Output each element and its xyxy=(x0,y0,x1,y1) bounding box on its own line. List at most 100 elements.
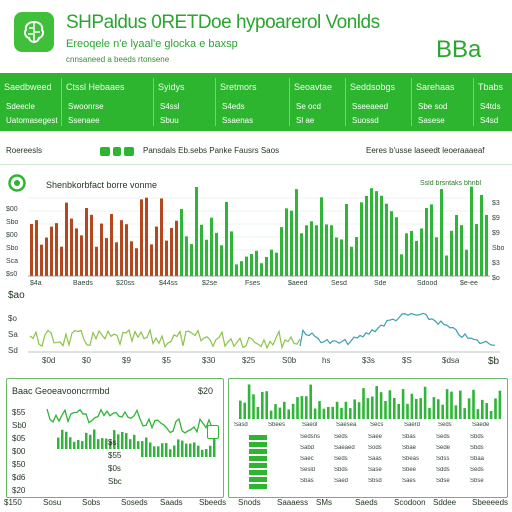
bar-mark xyxy=(432,397,436,419)
bar-mark xyxy=(428,408,431,419)
table-cell: Saed xyxy=(334,478,349,484)
main-left-marker: $ao xyxy=(8,290,25,301)
filter-chip-1[interactable] xyxy=(100,147,110,156)
axis-tick-label: Sca xyxy=(6,258,19,265)
axis-tick-label: $30 xyxy=(202,356,216,365)
bar-mark xyxy=(135,248,138,276)
bar-mark xyxy=(331,406,334,419)
bar-mark xyxy=(85,208,88,276)
band-separator xyxy=(411,78,412,126)
axis-tick-label: Sosu xyxy=(43,498,62,507)
panel-expand-icon[interactable] xyxy=(207,425,219,439)
bar-mark xyxy=(353,399,356,419)
filter-chip-2[interactable] xyxy=(113,147,121,156)
axis-tick-label: $55 xyxy=(12,408,26,417)
table-cell: Saas xyxy=(368,456,382,462)
bar-mark xyxy=(145,197,148,276)
table-cell: Sbds xyxy=(470,434,484,440)
bar-mark xyxy=(472,389,475,419)
filter-chip-3[interactable] xyxy=(124,147,134,156)
table-cell: Sedsns xyxy=(300,434,321,440)
bar-mark xyxy=(69,437,72,449)
bar-mark xyxy=(385,203,388,276)
bar-mark xyxy=(419,398,422,419)
axis-tick-label: $aeed xyxy=(288,280,308,287)
bar-mark xyxy=(120,220,123,276)
band-column-label: Saedbweed xyxy=(4,82,52,92)
bar-mark xyxy=(441,404,444,419)
bar-mark xyxy=(75,228,78,276)
bar-mark xyxy=(160,198,163,276)
table-cell: Sase xyxy=(368,467,382,473)
bar-mark xyxy=(380,195,383,276)
bar-mark xyxy=(260,263,263,276)
bar-mark xyxy=(425,207,428,276)
bar-mark xyxy=(155,226,158,276)
bar-mark xyxy=(247,384,251,419)
bar-mark xyxy=(371,396,374,419)
axis-tick-label: S0b xyxy=(282,356,297,365)
toolbar xyxy=(0,134,512,165)
bar-mark xyxy=(165,443,168,457)
main-chart-title: Shenbkorbfact borre vonme xyxy=(46,180,158,190)
line-chart xyxy=(28,312,500,353)
bar-mark xyxy=(140,199,143,276)
table-cell: Seds xyxy=(436,434,450,440)
bar-mark xyxy=(181,440,184,457)
bar-mark xyxy=(30,224,33,276)
bar-mark xyxy=(435,237,438,276)
bar-mark xyxy=(476,409,480,419)
bar-mark xyxy=(340,239,343,276)
bar-mark xyxy=(65,202,68,276)
toolbar-right-label: Eeres b'usse laseedt leoeraaaeaf xyxy=(366,146,485,155)
bar-mark xyxy=(285,208,288,276)
bar-mark xyxy=(357,402,361,419)
axis-tick-label: Fses xyxy=(245,280,261,287)
table-cell: Saee xyxy=(368,434,383,440)
app-header: SHPaldus 0RETDoe hypoarerol Vonlds Ereoq… xyxy=(0,0,512,72)
bar-mark xyxy=(467,398,471,419)
bar-mark xyxy=(61,429,64,449)
bar-mark xyxy=(157,446,160,457)
target-icon[interactable] xyxy=(8,174,26,197)
toolbar-filters[interactable]: Pansdals Eb.sebs Panke Fausrs Saos xyxy=(143,146,280,155)
bar-mark xyxy=(415,240,418,276)
table-header: Sasd xyxy=(234,422,248,428)
bar-mark xyxy=(205,449,208,457)
bar-mark xyxy=(280,227,283,276)
bar-mark xyxy=(55,223,58,276)
table-bar xyxy=(249,463,267,468)
bar-mark xyxy=(320,197,323,276)
axis-tick-label: Saeds xyxy=(355,498,378,507)
bar-mark xyxy=(133,434,136,449)
bar-mark xyxy=(445,389,449,419)
table-bar xyxy=(249,442,267,447)
bar-mark xyxy=(397,403,400,419)
bar-mark xyxy=(197,445,200,457)
table-cell: Saeaed xyxy=(334,445,355,451)
table-cell: Sbse xyxy=(470,478,484,484)
bar-mark xyxy=(239,400,242,419)
bar-mark xyxy=(165,240,168,276)
axis-tick-label: $00 xyxy=(12,447,26,456)
bar-mark xyxy=(366,398,370,419)
bar-mark xyxy=(362,388,365,419)
bar-mark xyxy=(489,410,493,419)
axis-tick-label: Sesd xyxy=(331,280,347,287)
brain-icon[interactable] xyxy=(14,12,54,52)
bar-mark xyxy=(393,397,396,419)
bar-mark xyxy=(213,438,216,457)
bar-mark xyxy=(177,439,180,457)
bar-mark xyxy=(205,239,208,276)
axis-tick-label: Baeds xyxy=(73,280,93,287)
table-cell: Sbds xyxy=(470,445,484,451)
band-column-value: Se ocd xyxy=(296,102,321,111)
bar-mark xyxy=(340,407,343,419)
band-column-value: Sbuu xyxy=(160,116,179,125)
table-bar xyxy=(249,484,267,489)
bar-mark xyxy=(400,254,403,276)
axis-tick-label: $9 xyxy=(492,230,500,237)
bar-mark xyxy=(60,246,63,276)
table-cell: Sesld xyxy=(300,467,316,473)
bar-mark xyxy=(437,399,440,419)
